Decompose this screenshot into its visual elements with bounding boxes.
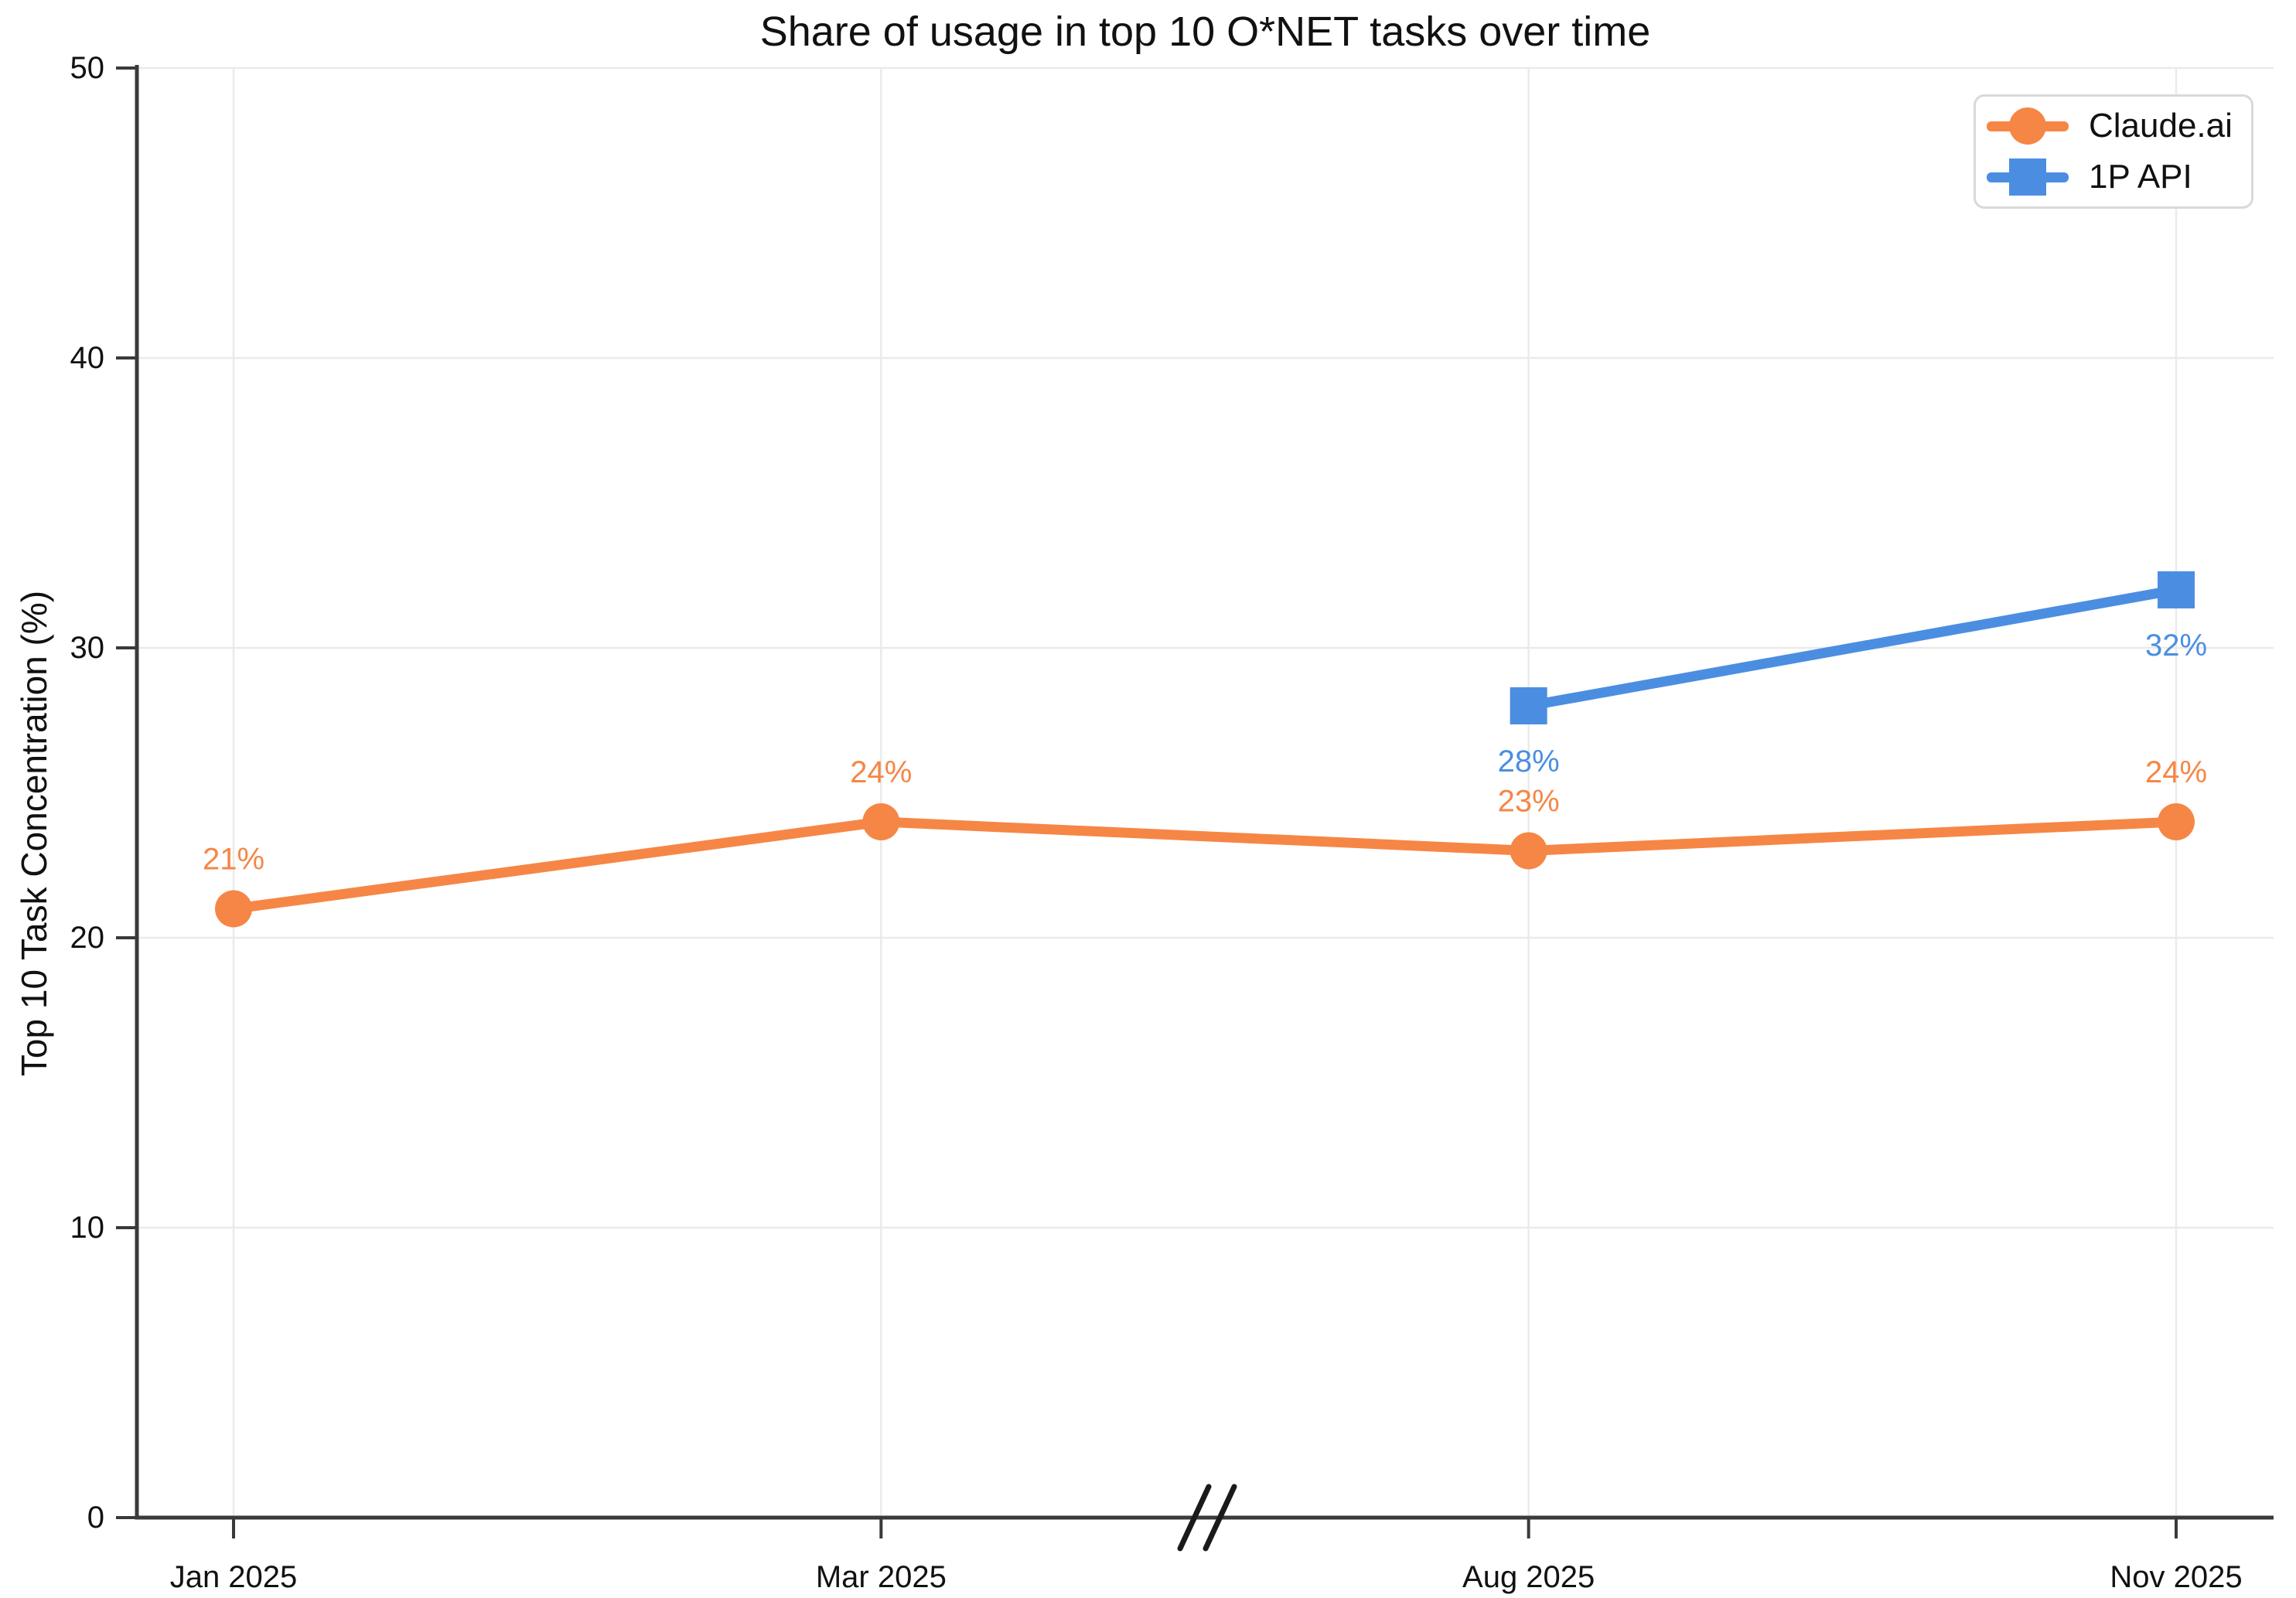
series-markers <box>215 803 2195 928</box>
x-tick-label: Nov 2025 <box>2110 1560 2242 1594</box>
series-markers <box>1510 571 2195 724</box>
data-label: 23% <box>1498 785 1560 819</box>
chart-title: Share of usage in top 10 O*NET tasks ove… <box>759 9 1651 55</box>
legend-label: 1P API <box>2089 158 2192 196</box>
data-label: 21% <box>203 843 264 877</box>
data-label: 24% <box>2145 755 2207 789</box>
data-labels: 21% 24% 23% 24% <box>203 755 2207 877</box>
data-point-circle <box>862 803 900 840</box>
data-point-circle <box>215 890 252 928</box>
series-line-1p-api <box>1523 584 2182 711</box>
data-labels: 28% 32% <box>1498 629 2207 779</box>
data-point-square <box>1510 687 1547 724</box>
axis-break-slash <box>1203 1484 1237 1552</box>
x-tick-label: Jan 2025 <box>170 1560 298 1594</box>
y-tick-label: 30 <box>70 631 105 665</box>
y-tick-label: 20 <box>70 921 105 955</box>
y-tick-labels: 0 10 20 30 40 50 <box>70 51 105 1535</box>
y-tick-label: 50 <box>70 51 105 85</box>
series-line-claude-ai <box>228 816 2182 914</box>
y-axis-label: Top 10 Task Concentration (%) <box>14 590 54 1077</box>
data-label: 32% <box>2145 629 2207 663</box>
axis-break-slash <box>1177 1484 1212 1552</box>
x-tick-label: Mar 2025 <box>816 1560 947 1594</box>
legend-marker-square-icon <box>1987 157 2069 197</box>
data-label: 28% <box>1498 744 1560 779</box>
y-tick-label: 0 <box>87 1501 104 1535</box>
data-point-circle <box>2158 803 2195 840</box>
data-label: 24% <box>850 755 912 789</box>
data-point-square <box>2158 571 2195 608</box>
axis-break-marks <box>1177 1484 1237 1552</box>
legend: Claude.ai 1P API <box>1974 94 2253 209</box>
tick-marks <box>116 66 2178 1538</box>
x-tick-labels: Jan 2025 Mar 2025 Aug 2025 Nov 2025 <box>170 1560 2243 1594</box>
x-tick-label: Aug 2025 <box>1462 1560 1595 1594</box>
legend-item-1p-api: 1P API <box>1987 157 2251 197</box>
y-tick-label: 10 <box>70 1211 105 1245</box>
legend-marker-circle-icon <box>1987 106 2069 146</box>
gridlines <box>137 66 2274 1518</box>
data-point-circle <box>1510 832 1547 870</box>
axes <box>135 65 2274 1520</box>
legend-item-claude-ai: Claude.ai <box>1987 106 2251 146</box>
y-tick-label: 40 <box>70 341 105 375</box>
legend-label: Claude.ai <box>2089 107 2233 145</box>
